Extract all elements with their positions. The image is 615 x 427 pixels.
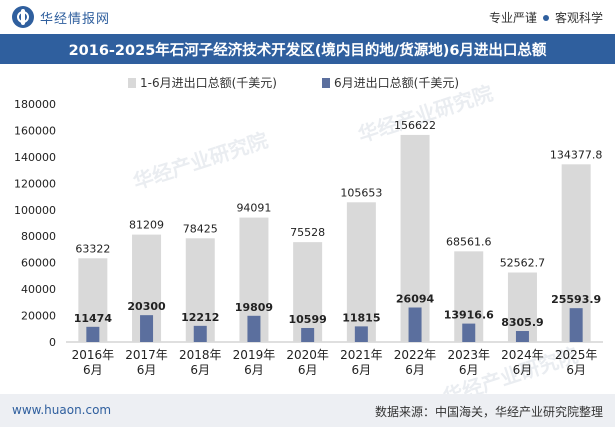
bar-total-6 (346, 202, 376, 342)
data-label-total: 156622 (394, 119, 436, 132)
legend-swatch-2 (322, 78, 330, 88)
data-label-total: 134377.8 (550, 148, 603, 161)
data-label-june: 8305.9 (501, 316, 543, 329)
bar-total-9 (507, 272, 537, 342)
title-bar: 2016-2025年石河子经济技术开发区(境内目的地/货源地)6月进出口总额 (0, 34, 615, 64)
bar-june-7 (408, 307, 422, 342)
bar-total-7 (400, 134, 430, 342)
bar-june-3 (193, 325, 207, 342)
y-tick-label: 180000 (14, 98, 56, 111)
legend-label-2: 6月进出口总额(千美元) (334, 76, 459, 90)
x-tick-label: 2023年 6月 (447, 348, 490, 377)
chart-title: 2016-2025年石河子经济技术开发区(境内目的地/货源地)6月进出口总额 (68, 42, 547, 59)
data-source: 数据来源：中国海关，华经产业研究院整理 (374, 405, 603, 419)
bar-june-8 (462, 323, 476, 342)
bar-june-4 (247, 315, 261, 342)
y-tick-label: 160000 (14, 124, 56, 137)
data-label-june: 11815 (342, 311, 380, 324)
data-label-june: 26094 (396, 292, 435, 305)
x-tick-label: 2016年 6月 (72, 348, 115, 377)
bar-june-5 (301, 327, 315, 342)
data-label-june: 10599 (289, 313, 327, 326)
data-label-total: 52562.7 (500, 257, 546, 270)
brand-name: 华经情报网 (40, 11, 111, 27)
data-label-june: 25593.9 (551, 293, 601, 306)
data-label-june: 13916.6 (444, 309, 494, 322)
website-link[interactable]: www.huaon.com (12, 403, 112, 417)
data-label-total: 78425 (183, 222, 218, 235)
x-tick-label: 2025年 6月 (555, 348, 598, 377)
y-tick-label: 0 (49, 336, 56, 349)
bar-june-9 (515, 331, 529, 342)
data-label-june: 20300 (127, 300, 166, 313)
y-tick-label: 100000 (14, 204, 56, 217)
data-label-june: 12212 (181, 311, 219, 324)
x-tick-label: 2018年 6月 (179, 348, 222, 377)
y-tick-label: 40000 (21, 283, 56, 296)
bullet-dot-icon (542, 14, 549, 21)
y-tick-label: 60000 (21, 257, 56, 270)
y-tick-label: 140000 (14, 151, 56, 164)
y-tick-label: 20000 (21, 310, 56, 323)
bar-june-10 (569, 308, 583, 342)
bar-total-5 (293, 242, 323, 342)
top-bar: 华经情报网 专业严谨 客观科学 (0, 0, 615, 34)
x-tick-label: 2022年 6月 (394, 348, 437, 377)
y-tick-label: 120000 (14, 177, 56, 190)
slogan-right: 客观科学 (554, 11, 603, 25)
data-label-june: 11474 (74, 312, 113, 325)
footer: www.huaon.com 数据来源：中国海关，华经产业研究院整理 (0, 394, 615, 427)
x-tick-label: 2019年 6月 (233, 348, 276, 377)
data-label-total: 75528 (290, 226, 325, 239)
data-label-total: 63322 (75, 242, 110, 255)
x-tick-label: 2020年 6月 (286, 348, 329, 377)
x-tick-label: 2017年 6月 (125, 348, 168, 377)
bar-june-6 (354, 326, 368, 342)
x-tick-label: 2021年 6月 (340, 348, 383, 377)
slogan: 专业严谨 客观科学 (489, 9, 603, 26)
data-label-total: 105653 (340, 186, 382, 199)
bar-chart: 1-6月进出口总额(千美元) 6月进出口总额(千美元) 0 20000 40000 600… (14, 76, 603, 377)
data-label-total: 68561.6 (446, 235, 492, 248)
brand[interactable]: 华经情报网 (12, 6, 110, 28)
data-label-total: 81209 (129, 219, 164, 232)
data-label-june: 19809 (235, 301, 273, 314)
slogan-left: 专业严谨 (488, 11, 537, 25)
brand-logo-icon (12, 6, 34, 28)
bar-june-2 (140, 315, 154, 342)
legend-label-1: 1-6月进出口总额(千美元) (140, 76, 277, 90)
y-tick-label: 80000 (21, 230, 56, 243)
bar-total-3 (185, 238, 215, 342)
legend-swatch-1 (128, 78, 136, 88)
data-label-total: 94091 (236, 202, 271, 215)
x-tick-label: 2024年 6月 (501, 348, 544, 377)
bar-june-1 (86, 326, 100, 342)
